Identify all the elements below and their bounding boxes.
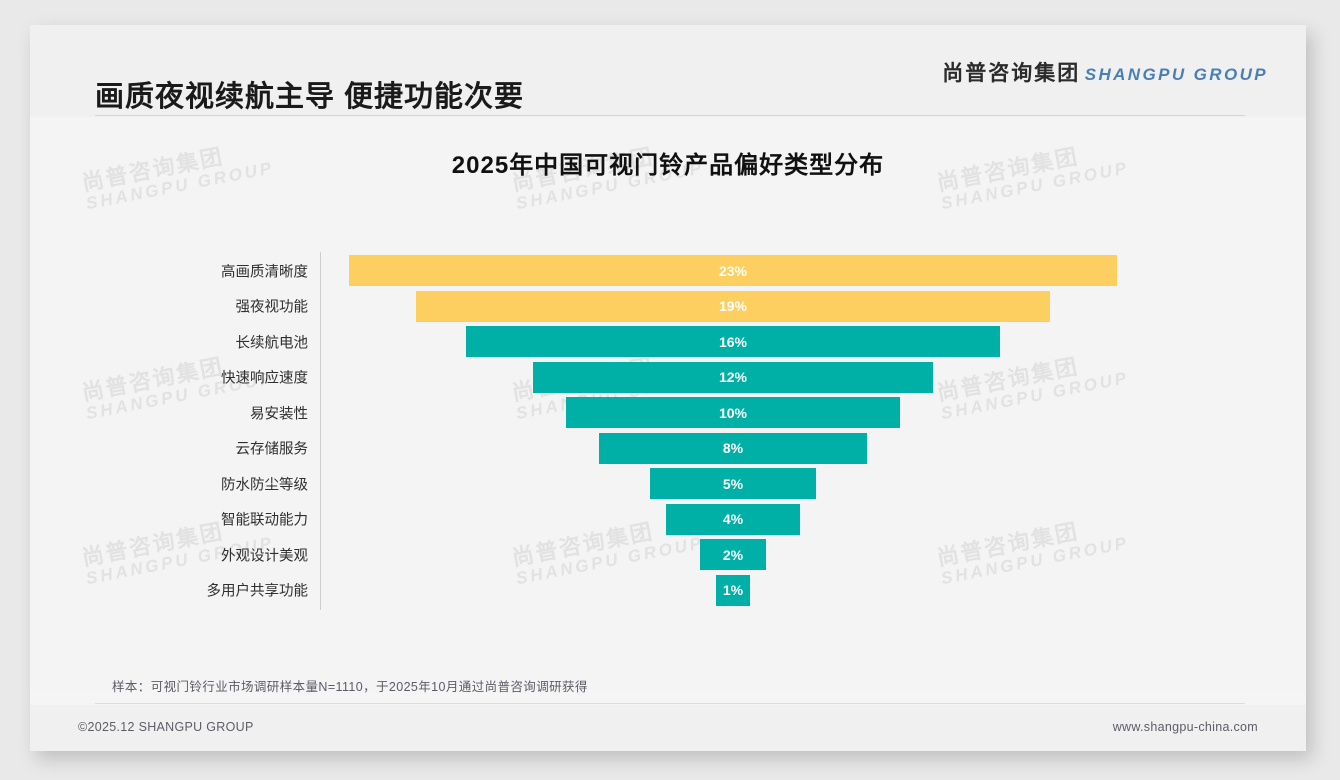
chart-bar[interactable]: 12% xyxy=(532,361,934,393)
chart-bar[interactable]: 4% xyxy=(666,503,800,535)
chart-row: 高画质清晰度 23% xyxy=(190,253,1190,288)
chart-row: 长续航电池 16% xyxy=(190,324,1190,359)
category-label: 外观设计美观 xyxy=(221,548,308,564)
category-label: 防水防尘等级 xyxy=(221,477,308,493)
header-divider xyxy=(95,115,1245,116)
brand-logo: 尚普咨询集团 SHANGPU GROUP xyxy=(942,62,1268,86)
category-label: 智能联动能力 xyxy=(221,512,308,529)
bar-value-label: 19% xyxy=(718,298,747,314)
chart-row: 智能联动能力 4% xyxy=(190,502,1190,537)
category-axis-line xyxy=(320,252,321,610)
category-label: 长续航电池 xyxy=(235,335,309,351)
bar-value-label: 12% xyxy=(718,369,747,385)
category-label: 高画质清晰度 xyxy=(221,264,308,280)
chart-bar[interactable]: 1% xyxy=(716,574,750,606)
chart-title: 2025年中国可视门铃产品偏好类型分布 xyxy=(451,152,885,179)
chart-bar[interactable]: 10% xyxy=(566,397,900,428)
chart-row: 防水防尘等级 5% xyxy=(190,466,1190,501)
category-label: 易安装性 xyxy=(250,406,308,422)
bar-value-label: 23% xyxy=(718,262,748,279)
bar-value-label: 16% xyxy=(718,333,747,350)
category-label: 强夜视功能 xyxy=(235,299,309,316)
slide-footer: ©2025.12 SHANGPU GROUP www.shangpu-china… xyxy=(30,705,1306,751)
website-link[interactable]: www.shangpu-china.com xyxy=(1112,720,1258,734)
chart-row: 云存储服务 8% xyxy=(190,431,1190,466)
bar-value-label: 5% xyxy=(722,475,744,492)
bar-value-label: 2% xyxy=(722,546,744,563)
chart-bar[interactable]: 2% xyxy=(699,539,767,570)
chart-bar[interactable]: 23% xyxy=(349,255,1117,286)
brand-logo-en: SHANGPU GROUP xyxy=(1084,65,1268,84)
category-label: 快速响应速度 xyxy=(221,370,308,387)
brand-logo-cn: 尚普咨询集团 xyxy=(942,62,1081,85)
chart-row: 外观设计美观 2% xyxy=(190,537,1190,572)
chart-bar[interactable]: 16% xyxy=(465,326,1001,357)
slide-header: 画质夜视续航主导 便捷功能次要 尚普咨询集团 SHANGPU GROUP xyxy=(30,25,1306,117)
chart-row: 快速响应速度 12% xyxy=(190,360,1190,395)
chart-bar[interactable]: 8% xyxy=(599,432,867,464)
bar-value-label: 4% xyxy=(722,511,744,527)
chart-row: 多用户共享功能 1% xyxy=(190,573,1190,608)
footnote-divider xyxy=(95,703,1245,704)
slide: 画质夜视续航主导 便捷功能次要 尚普咨询集团 SHANGPU GROUP 尚普咨… xyxy=(30,25,1306,751)
sample-note: 样本：可视门铃行业市场调研样本量N=1110，于2025年10月通过尚普咨询调研… xyxy=(112,680,588,694)
chart-canvas: 尚普咨询集团 SHANGPU GROUP 尚普咨询集团 SHANGPU GROUP 尚普… xyxy=(30,117,1306,690)
category-label: 云存储服务 xyxy=(235,441,309,458)
bar-value-label: 1% xyxy=(722,582,744,598)
chart-row: 易安装性 10% xyxy=(190,395,1190,430)
category-label: 多用户共享功能 xyxy=(206,583,309,600)
chart-row: 强夜视功能 19% xyxy=(190,289,1190,324)
bar-value-label: 8% xyxy=(722,440,744,456)
bar-value-label: 10% xyxy=(718,404,747,421)
page-title: 画质夜视续航主导 便捷功能次要 xyxy=(95,81,525,113)
chart-bar[interactable]: 19% xyxy=(415,290,1051,322)
copyright-text: ©2025.12 SHANGPU GROUP xyxy=(78,720,254,734)
funnel-bar-chart: 高画质清晰度 23% 强夜视功能 19% 长续航电池 16% 快速响应速度 12% 易安装性 10… xyxy=(190,252,1190,612)
chart-bar[interactable]: 5% xyxy=(649,468,817,499)
